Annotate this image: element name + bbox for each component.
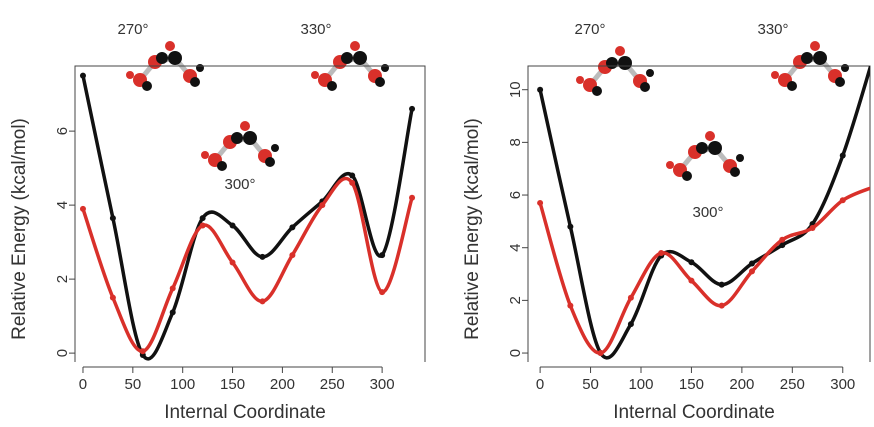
figure: 0501001502002503000246Internal Coordinat… <box>0 0 874 427</box>
plot-frame <box>75 66 425 362</box>
data-point <box>840 197 846 203</box>
y-tick-label: 2 <box>54 275 71 283</box>
y-tick-label: 4 <box>507 244 524 252</box>
data-point <box>688 259 694 265</box>
plot-area <box>80 73 415 359</box>
x-tick-label: 200 <box>270 376 295 393</box>
data-point <box>658 250 664 256</box>
x-tick-label: 300 <box>370 376 395 393</box>
data-point <box>628 321 634 327</box>
data-point <box>567 303 573 309</box>
data-point <box>80 73 86 79</box>
data-point <box>230 259 236 265</box>
y-tick-label: 10 <box>507 81 524 98</box>
data-point <box>840 153 846 159</box>
data-point <box>140 348 146 354</box>
data-point <box>379 289 385 295</box>
x-tick-label: 0 <box>79 376 87 393</box>
data-point <box>349 180 355 186</box>
data-point <box>779 237 785 243</box>
y-tick-label: 4 <box>54 201 71 209</box>
data-point <box>289 252 295 258</box>
data-point <box>379 252 385 258</box>
x-tick-label: 100 <box>628 376 653 393</box>
data-point <box>319 202 325 208</box>
data-point <box>719 303 725 309</box>
data-point <box>870 184 874 190</box>
data-point <box>409 195 415 201</box>
x-tick-label: 0 <box>536 376 544 393</box>
data-point <box>567 224 573 230</box>
data-point <box>870 55 874 61</box>
data-point <box>537 87 543 93</box>
data-point <box>110 295 116 301</box>
x-tick-label: 300 <box>830 376 855 393</box>
y-tick-label: 6 <box>54 127 71 135</box>
y-tick-label: 0 <box>507 349 524 357</box>
y-tick-label: 8 <box>507 138 524 146</box>
data-point <box>230 222 236 228</box>
x-tick-label: 100 <box>170 376 195 393</box>
x-tick-label: 150 <box>220 376 245 393</box>
x-axis-title: Internal Coordinate <box>164 402 326 423</box>
data-point <box>170 309 176 315</box>
data-point <box>200 222 206 228</box>
x-tick-label: 200 <box>729 376 754 393</box>
x-tick-label: 250 <box>780 376 805 393</box>
x-tick-label: 50 <box>582 376 599 393</box>
annotation: 270° <box>117 21 148 38</box>
x-tick-label: 250 <box>320 376 345 393</box>
y-axis-title: Relative Energy (kcal/mol) <box>9 118 30 340</box>
data-point <box>110 215 116 221</box>
data-point <box>628 295 634 301</box>
y-axis-title: Relative Energy (kcal/mol) <box>462 118 483 340</box>
data-point <box>349 173 355 179</box>
y-tick-label: 6 <box>507 191 524 199</box>
data-point <box>259 254 265 260</box>
annotation: 300° <box>692 204 723 221</box>
x-axis-title: Internal Coordinate <box>613 402 775 423</box>
data-point <box>749 268 755 274</box>
data-point <box>259 298 265 304</box>
data-point <box>598 350 604 356</box>
data-point <box>537 200 543 206</box>
y-tick-label: 2 <box>507 296 524 304</box>
data-point <box>289 224 295 230</box>
data-point <box>809 225 815 231</box>
data-point <box>749 261 755 267</box>
data-point <box>200 215 206 221</box>
annotation: 330° <box>757 21 788 38</box>
data-point <box>80 206 86 212</box>
data-point <box>170 285 176 291</box>
data-point <box>409 106 415 112</box>
annotation: 330° <box>300 21 331 38</box>
data-point <box>688 278 694 284</box>
annotation: 270° <box>574 21 605 38</box>
annotation: 300° <box>224 176 255 193</box>
x-tick-label: 50 <box>124 376 141 393</box>
y-tick-label: 0 <box>54 349 71 357</box>
data-point <box>719 282 725 288</box>
molecules <box>126 41 849 181</box>
x-tick-label: 150 <box>679 376 704 393</box>
